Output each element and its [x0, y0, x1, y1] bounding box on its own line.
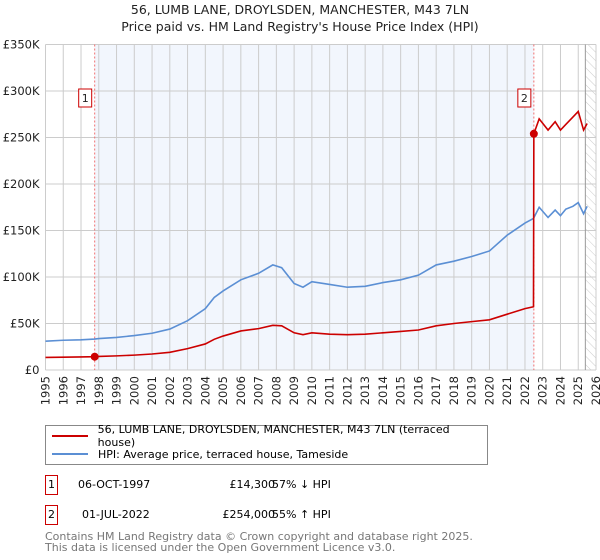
shaded-region: [94, 44, 534, 370]
x-tick-label: 2002: [163, 376, 177, 405]
footer-licence: This data is licensed under the Open Gov…: [45, 541, 396, 554]
legend: 56, LUMB LANE, DROYLSDEN, MANCHESTER, M4…: [45, 423, 488, 465]
hpi-line: [45, 201, 588, 342]
x-tick-label: 2005: [216, 376, 230, 405]
sale-point: [529, 129, 538, 138]
footer: Contains HM Land Registry data © Crown c…: [45, 531, 473, 553]
x-tick-label: 2001: [145, 376, 159, 405]
y-tick-label: £200K: [3, 177, 40, 191]
x-tick-label: 2010: [305, 376, 319, 405]
x-tick-label: 2009: [287, 376, 301, 405]
chart-subtitle: Price paid vs. HM Land Registry's House …: [121, 19, 479, 34]
x-tick-label: 2026: [589, 376, 600, 405]
y-tick-label: £0: [25, 363, 40, 377]
legend-swatch-red: [52, 435, 88, 437]
x-tick-label: 2013: [358, 376, 372, 405]
sale-hpi: 55% ↑ HPI: [272, 508, 331, 521]
sale-label: 1: [82, 92, 89, 105]
x-tick-label: 2021: [500, 376, 514, 405]
sale-hpi: 57% ↓ HPI: [272, 478, 331, 491]
x-tick-label: 2019: [465, 376, 479, 405]
legend-item-property: 56, LUMB LANE, DROYLSDEN, MANCHESTER, M4…: [52, 423, 487, 449]
x-tick-label: 2018: [447, 376, 461, 405]
x-tick-label: 2017: [429, 376, 443, 405]
sale-point: [90, 352, 99, 361]
sale-price: £254,000: [222, 508, 276, 521]
x-tick-label: 2012: [340, 376, 354, 405]
sale-date: 01-JUL-2022: [82, 508, 150, 521]
sale-label-box: [78, 88, 93, 108]
price-chart: 1995 1996 1997 1998 1999 2000 2001 2002 2003 2004…: [3, 38, 600, 406]
legend-label: HPI: Average price, terraced house, Tame…: [98, 447, 349, 461]
y-tick-label: £300K: [3, 84, 40, 98]
forecast-hatch: [585, 44, 596, 370]
sale-price: £14,300: [229, 478, 276, 491]
x-tick-label: 2014: [376, 376, 390, 405]
sale-date: 06-OCT-1997: [78, 478, 151, 491]
sale-number-badge: 2: [45, 505, 58, 525]
sale-label: 2: [521, 92, 528, 105]
x-tick-label: 2015: [394, 376, 408, 405]
y-tick-label: £350K: [3, 38, 40, 52]
legend-label: 56, LUMB LANE, DROYLSDEN, MANCHESTER, M4…: [97, 423, 450, 449]
x-tick-label: 2004: [198, 376, 212, 405]
x-tick-label: 2024: [553, 376, 567, 405]
property-price-line: [45, 109, 588, 359]
x-tick-label: 2023: [536, 376, 550, 405]
x-tick-label: 1999: [110, 376, 124, 405]
y-tick-label: £50K: [10, 317, 40, 331]
x-tick-label: 2025: [571, 376, 585, 405]
sale-label-box: [517, 88, 532, 108]
legend-item-hpi: HPI: Average price, terraced house, Tame…: [52, 446, 348, 462]
y-tick-label: £150K: [3, 224, 40, 238]
x-tick-label: 1995: [39, 376, 53, 405]
x-tick-label: 2007: [252, 376, 266, 405]
chart-title: 56, LUMB LANE, DROYLSDEN, MANCHESTER, M4…: [130, 2, 470, 17]
x-tick-label: 1997: [74, 376, 88, 405]
x-tick-label: 2008: [269, 376, 283, 405]
x-tick-label: 2011: [323, 376, 337, 405]
x-tick-label: 2003: [181, 376, 195, 405]
x-tick-label: 2000: [127, 376, 141, 405]
sale-number-badge: 1: [45, 475, 58, 495]
footer-copyright: Contains HM Land Registry data © Crown c…: [45, 530, 473, 543]
y-tick-label: £250K: [3, 131, 40, 145]
x-tick-label: 1998: [92, 376, 106, 405]
x-tick-label: 2006: [234, 376, 248, 405]
x-tick-label: 1996: [56, 376, 70, 405]
y-tick-label: £100K: [3, 270, 40, 284]
legend-swatch-blue: [52, 453, 88, 455]
x-tick-label: 2016: [411, 376, 425, 405]
x-tick-label: 2020: [482, 376, 496, 405]
x-tick-label: 2022: [518, 376, 532, 405]
